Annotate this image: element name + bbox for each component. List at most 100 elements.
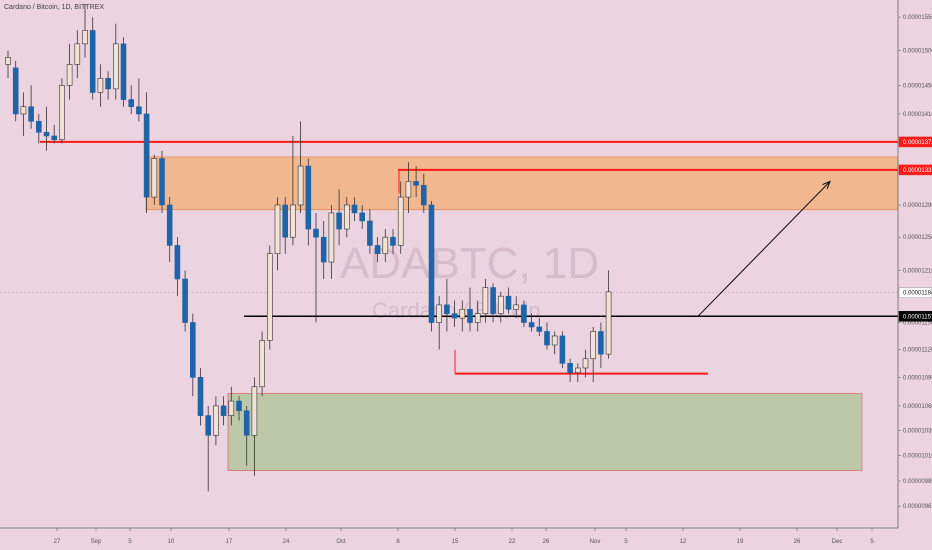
candle-body[interactable] <box>12 67 19 115</box>
candle-body[interactable] <box>598 331 604 355</box>
candle-body[interactable] <box>467 308 473 323</box>
x-tick-label: 5 <box>870 539 874 545</box>
x-tick-label: Nov <box>590 539 601 545</box>
candle-body[interactable] <box>51 135 58 140</box>
candle-body[interactable] <box>59 85 65 140</box>
x-tick-label: 27 <box>54 539 61 545</box>
candle-body[interactable] <box>35 120 42 133</box>
candle-body[interactable] <box>590 331 597 360</box>
candle-body[interactable] <box>574 367 581 373</box>
candle-body[interactable] <box>551 335 558 346</box>
candle-body[interactable] <box>528 322 535 328</box>
candle-body[interactable] <box>105 78 111 90</box>
x-tick-label: Oct <box>336 539 346 545</box>
candle-body[interactable] <box>243 410 250 436</box>
candle-body[interactable] <box>497 295 504 314</box>
y-tick-label: 0.00000985 <box>903 479 932 485</box>
candle-body[interactable] <box>128 99 134 108</box>
candle-body[interactable] <box>113 43 119 90</box>
candle-body[interactable] <box>413 181 419 186</box>
candle-body[interactable] <box>382 236 389 255</box>
candle-body[interactable] <box>174 245 181 280</box>
candle-body[interactable] <box>505 295 512 310</box>
candle-body[interactable] <box>190 322 196 378</box>
candle-body[interactable] <box>290 204 296 238</box>
candle-body[interactable] <box>143 113 150 198</box>
candle-body[interactable] <box>513 304 520 310</box>
candle-body[interactable] <box>405 181 412 198</box>
candle-body[interactable] <box>97 78 104 93</box>
candle-body[interactable] <box>521 304 527 323</box>
candle-body[interactable] <box>136 106 142 115</box>
price-badge-label: 0.00001335 <box>903 168 932 174</box>
candle-body[interactable] <box>89 30 96 93</box>
candle-body[interactable] <box>266 253 273 341</box>
candle-body[interactable] <box>251 386 258 436</box>
candle-body[interactable] <box>374 245 381 255</box>
symbol-header: Cardano / Bitcoin, 1D, BITTREX <box>4 4 104 11</box>
x-tick-label: 26 <box>543 539 550 545</box>
candle-body[interactable] <box>359 212 366 222</box>
candle-body[interactable] <box>343 204 350 230</box>
candle-body[interactable] <box>490 287 496 314</box>
candle-body[interactable] <box>82 30 88 45</box>
candle-body[interactable] <box>397 196 404 246</box>
demand-zone <box>227 393 863 471</box>
candle-body[interactable] <box>605 291 612 355</box>
candle-body[interactable] <box>313 228 319 238</box>
x-tick-label: Sep <box>91 539 102 545</box>
price-badge-label: 0.00001372 <box>903 140 932 146</box>
x-tick-label: 12 <box>680 539 687 545</box>
candle-body[interactable] <box>297 165 304 206</box>
candle-body[interactable] <box>205 415 211 436</box>
candle-body[interactable] <box>305 165 312 230</box>
candle-body[interactable] <box>367 220 373 246</box>
candle-body[interactable] <box>213 405 219 436</box>
candle-body[interactable] <box>474 313 481 323</box>
candle-body[interactable] <box>320 236 327 263</box>
candle-body[interactable] <box>197 377 204 416</box>
candle-body[interactable] <box>182 278 188 323</box>
candle-body[interactable] <box>159 158 165 206</box>
y-axis-panel <box>898 0 932 528</box>
candle-body[interactable] <box>482 287 489 314</box>
candle-body[interactable] <box>259 340 265 388</box>
candle-body[interactable] <box>28 106 34 122</box>
x-tick-label: Dec <box>832 539 843 545</box>
candle-body[interactable] <box>66 64 73 86</box>
candle-body[interactable] <box>328 212 335 263</box>
candle-body[interactable] <box>336 212 342 230</box>
candle-body[interactable] <box>120 43 127 100</box>
candle-body[interactable] <box>74 43 81 65</box>
candle-body[interactable] <box>559 335 566 364</box>
candle-body[interactable] <box>459 308 466 319</box>
candle-body[interactable] <box>43 131 50 137</box>
candle-body[interactable] <box>228 400 235 416</box>
x-tick-label: 10 <box>168 539 175 545</box>
x-tick-label: 17 <box>226 539 233 545</box>
candle-body[interactable] <box>544 331 550 346</box>
candle-body[interactable] <box>5 57 11 65</box>
x-tick-label: 5 <box>624 539 628 545</box>
candle-body[interactable] <box>390 236 396 246</box>
candle-body[interactable] <box>220 405 227 416</box>
candle-body[interactable] <box>451 313 458 319</box>
projection-arrow-line <box>697 181 831 317</box>
candle-body[interactable] <box>536 326 543 332</box>
candle-body[interactable] <box>151 158 158 198</box>
candle-body[interactable] <box>166 204 173 246</box>
candle-body[interactable] <box>236 400 242 412</box>
candle-body[interactable] <box>444 304 450 314</box>
candle-body[interactable] <box>20 106 27 115</box>
candle-body[interactable] <box>420 185 427 206</box>
candle-body[interactable] <box>274 204 281 255</box>
price-badge <box>898 311 932 322</box>
candle-body[interactable] <box>567 363 573 373</box>
y-tick-label: 0.00001450 <box>903 83 932 89</box>
candle-body[interactable] <box>582 358 589 369</box>
candle-body[interactable] <box>428 204 435 323</box>
candle-body[interactable] <box>282 204 289 238</box>
candle-body[interactable] <box>436 304 443 323</box>
candle-body[interactable] <box>351 204 358 214</box>
